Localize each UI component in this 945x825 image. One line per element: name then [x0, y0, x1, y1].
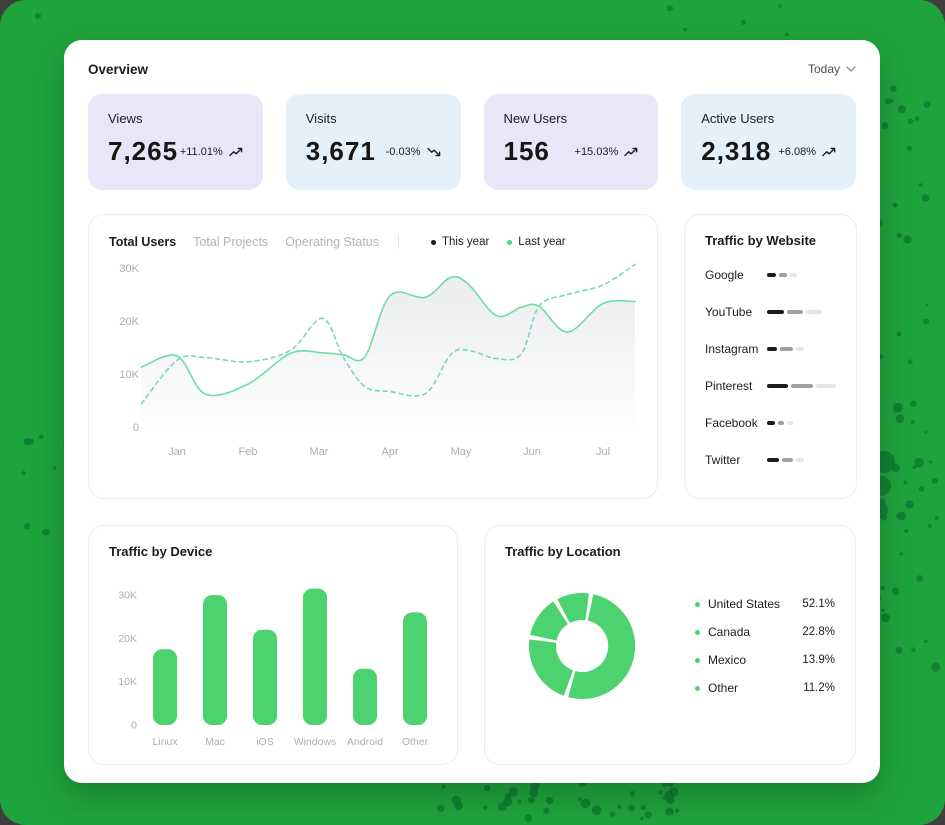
location-legend: United States 52.1% Canada 22.8% Mexico 13.…	[695, 597, 835, 695]
this-year-dot-icon	[431, 239, 436, 245]
stat-card-views: Views 7,265 +11.01%	[88, 94, 263, 190]
svg-text:Jan: Jan	[168, 446, 186, 458]
stat-delta: +11.01%	[179, 145, 223, 158]
stat-delta: +6.08%	[778, 145, 816, 158]
website-row: Instagram	[705, 330, 836, 367]
legend-item: United States 52.1%	[695, 597, 835, 611]
website-row: YouTube	[705, 293, 836, 330]
traffic-by-device-panel: Traffic by Device 0 10K 20K 30K Linux Mac iOS W…	[88, 525, 458, 765]
tab-total-users[interactable]: Total Users	[109, 235, 177, 249]
svg-text:10K: 10K	[119, 369, 139, 381]
traffic-by-location-panel: Traffic by Location United States 52.1% C…	[484, 525, 856, 765]
stat-card-visits: Visits 3,671 -0.03%	[285, 94, 461, 190]
legend-item: Mexico 13.9%	[695, 653, 835, 667]
svg-text:Android: Android	[347, 736, 383, 748]
website-rows: Google YouTube Instagram Pinterest Faceb…	[705, 256, 836, 478]
svg-text:Feb: Feb	[239, 446, 258, 458]
traffic-by-device-chart: 0 10K 20K 30K Linux Mac iOS Windows Android Other	[118, 588, 429, 748]
trend-up-icon	[229, 147, 243, 156]
stat-label: Visits	[305, 111, 337, 126]
period-dropdown[interactable]: Today	[808, 62, 856, 76]
website-bar	[767, 309, 822, 314]
last-year-dot-icon	[507, 239, 513, 245]
svg-text:0: 0	[133, 422, 139, 434]
legend-item: Canada 22.8%	[695, 625, 835, 639]
website-row: Google	[705, 256, 836, 293]
svg-text:Mar: Mar	[310, 446, 329, 458]
svg-text:Jul: Jul	[596, 446, 610, 458]
stat-label: Views	[108, 111, 143, 126]
period-label: Today	[807, 62, 840, 76]
header: Overview Today	[88, 58, 856, 80]
stat-delta: +15.03%	[574, 145, 619, 158]
stat-value: 2,318	[701, 136, 772, 166]
panel-title: Traffic by Device	[109, 544, 213, 559]
stat-label: Active Users	[701, 111, 775, 126]
website-row: Facebook	[705, 404, 836, 441]
svg-text:20K: 20K	[119, 316, 139, 328]
legend-dot-icon	[695, 685, 700, 691]
stat-delta: -0.03%	[385, 145, 421, 158]
svg-text:Other: Other	[402, 736, 429, 748]
tab-operating-status[interactable]: Operating Status	[285, 235, 379, 249]
trend-up-icon	[822, 147, 836, 156]
svg-text:20K: 20K	[118, 633, 137, 645]
svg-text:10K: 10K	[118, 676, 137, 688]
traffic-by-location-donut	[529, 593, 636, 700]
stat-label: New Users	[503, 111, 568, 126]
website-row: Pinterest	[705, 367, 836, 404]
trend-down-icon	[426, 147, 440, 156]
traffic-by-website-panel: Traffic by Website Google YouTube Instag…	[684, 214, 857, 499]
divider	[398, 235, 399, 249]
website-bar	[767, 420, 793, 425]
panel-title: Traffic by Website	[705, 233, 817, 248]
stat-card-active-users: Active Users 2,318 +6.08%	[681, 94, 856, 190]
chevron-down-icon	[846, 66, 856, 72]
website-bar	[767, 383, 836, 388]
legend-this-year: This year	[431, 236, 489, 248]
total-users-line-chart: 0 10K 20K 30K Jan Feb Mar Apr May Jun Jul	[119, 263, 636, 458]
svg-text:Apr: Apr	[381, 446, 398, 458]
svg-text:May: May	[451, 446, 472, 458]
svg-text:30K: 30K	[118, 590, 137, 602]
legend-last-year: Last year	[507, 236, 566, 248]
website-bar	[767, 272, 797, 277]
page-title: Overview	[88, 61, 149, 77]
svg-text:Windows: Windows	[294, 736, 337, 748]
trend-up-icon	[624, 147, 638, 156]
svg-text:0: 0	[131, 720, 137, 732]
stats-row: Views 7,265 +11.01% Visits 3,671 -0.03% …	[88, 94, 856, 190]
stat-value: 7,265	[108, 136, 179, 166]
legend-item: Other 11.2%	[695, 681, 835, 695]
legend-dot-icon	[695, 657, 700, 663]
website-row: Twitter	[705, 441, 836, 478]
stat-value: 3,671	[305, 136, 376, 166]
panel-title: Traffic by Location	[505, 544, 621, 559]
svg-text:Linux: Linux	[152, 736, 178, 748]
legend-dot-icon	[695, 601, 700, 607]
website-bar	[767, 346, 804, 351]
svg-text:Mac: Mac	[205, 736, 225, 748]
tab-total-projects[interactable]: Total Projects	[193, 235, 269, 249]
website-bar	[767, 457, 804, 462]
stat-card-new-users: New Users 156 +15.03%	[483, 94, 659, 190]
total-users-panel: Total Users Total Projects Operating Sta…	[88, 214, 658, 499]
dashboard-card: Overview Today Views 7,265 +11.01% Visit…	[64, 40, 880, 783]
svg-text:30K: 30K	[119, 263, 139, 275]
svg-text:iOS: iOS	[256, 736, 274, 748]
svg-text:Jun: Jun	[523, 446, 541, 458]
stat-value: 156	[503, 136, 550, 166]
legend-dot-icon	[695, 629, 700, 635]
